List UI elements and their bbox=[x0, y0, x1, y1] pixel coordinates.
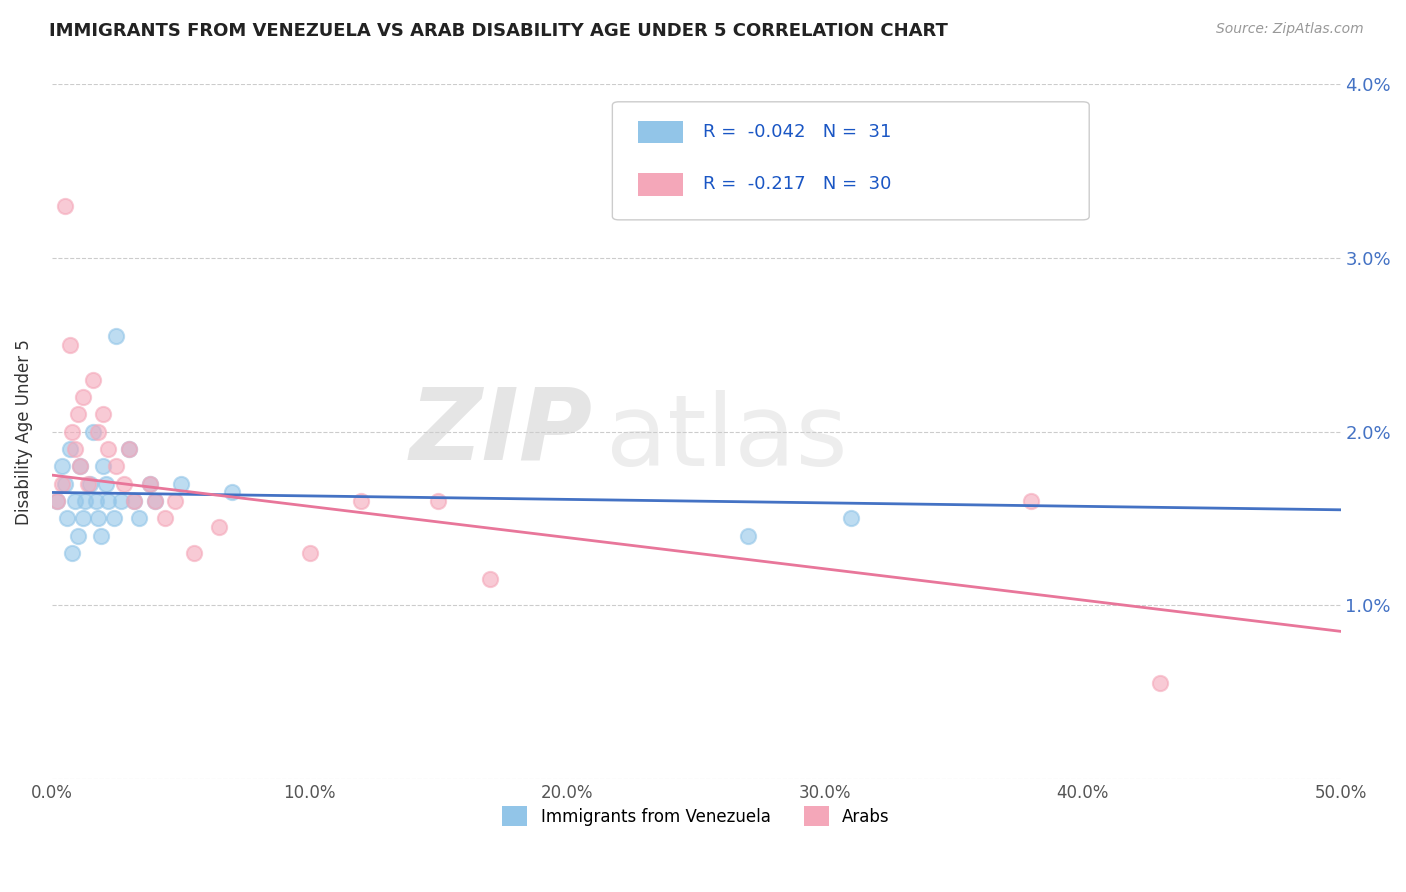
Point bbox=[122, 494, 145, 508]
Point bbox=[350, 494, 373, 508]
Point bbox=[165, 494, 187, 508]
Text: IMMIGRANTS FROM VENEZUELA VS ARAB DISABILITY AGE UNDER 5 CORRELATION CHART: IMMIGRANTS FROM VENEZUELA VS ARAB DISABI… bbox=[49, 22, 948, 40]
Point bbox=[169, 476, 191, 491]
Point bbox=[1149, 676, 1171, 690]
Point bbox=[97, 494, 120, 508]
Point bbox=[82, 373, 104, 387]
Point bbox=[60, 425, 83, 439]
Point bbox=[76, 476, 98, 491]
Point bbox=[66, 529, 89, 543]
Point bbox=[737, 529, 759, 543]
FancyBboxPatch shape bbox=[613, 102, 1090, 219]
Point bbox=[87, 425, 110, 439]
Point bbox=[143, 494, 166, 508]
Point bbox=[90, 529, 112, 543]
Point bbox=[94, 476, 117, 491]
Point bbox=[105, 459, 128, 474]
Point bbox=[72, 390, 94, 404]
Point bbox=[105, 329, 128, 343]
Point bbox=[59, 338, 82, 352]
Point bbox=[66, 407, 89, 421]
Point bbox=[138, 476, 160, 491]
Point bbox=[128, 511, 150, 525]
Point bbox=[56, 511, 79, 525]
Point bbox=[87, 511, 110, 525]
Text: atlas: atlas bbox=[606, 390, 848, 487]
Point bbox=[72, 511, 94, 525]
Point bbox=[84, 494, 107, 508]
Point bbox=[1019, 494, 1042, 508]
Text: ZIP: ZIP bbox=[411, 384, 593, 480]
Point bbox=[122, 494, 145, 508]
Point bbox=[103, 511, 125, 525]
Point bbox=[63, 494, 86, 508]
Point bbox=[153, 511, 176, 525]
Point bbox=[45, 494, 67, 508]
Point bbox=[118, 442, 141, 456]
Point bbox=[45, 494, 67, 508]
Point bbox=[59, 442, 82, 456]
Point bbox=[208, 520, 231, 534]
Point bbox=[110, 494, 132, 508]
Point bbox=[53, 199, 76, 213]
Point bbox=[53, 476, 76, 491]
Legend: Immigrants from Venezuela, Arabs: Immigrants from Venezuela, Arabs bbox=[496, 799, 897, 833]
Point bbox=[51, 459, 73, 474]
Point bbox=[97, 442, 120, 456]
Text: Source: ZipAtlas.com: Source: ZipAtlas.com bbox=[1216, 22, 1364, 37]
Point bbox=[91, 459, 114, 474]
FancyBboxPatch shape bbox=[638, 121, 683, 144]
Point bbox=[79, 476, 101, 491]
Point bbox=[298, 546, 321, 560]
Y-axis label: Disability Age Under 5: Disability Age Under 5 bbox=[15, 339, 32, 524]
Point bbox=[82, 425, 104, 439]
Point bbox=[63, 442, 86, 456]
Text: R =  -0.042   N =  31: R = -0.042 N = 31 bbox=[703, 123, 891, 141]
Point bbox=[839, 511, 862, 525]
Point bbox=[118, 442, 141, 456]
Point bbox=[143, 494, 166, 508]
Point bbox=[112, 476, 135, 491]
Point bbox=[69, 459, 91, 474]
Point bbox=[427, 494, 450, 508]
Point bbox=[221, 485, 243, 500]
Point bbox=[60, 546, 83, 560]
FancyBboxPatch shape bbox=[638, 173, 683, 195]
Point bbox=[69, 459, 91, 474]
Point bbox=[478, 572, 501, 586]
Point bbox=[138, 476, 160, 491]
Point bbox=[183, 546, 205, 560]
Point bbox=[51, 476, 73, 491]
Point bbox=[91, 407, 114, 421]
Text: R =  -0.217   N =  30: R = -0.217 N = 30 bbox=[703, 175, 891, 193]
Point bbox=[75, 494, 97, 508]
